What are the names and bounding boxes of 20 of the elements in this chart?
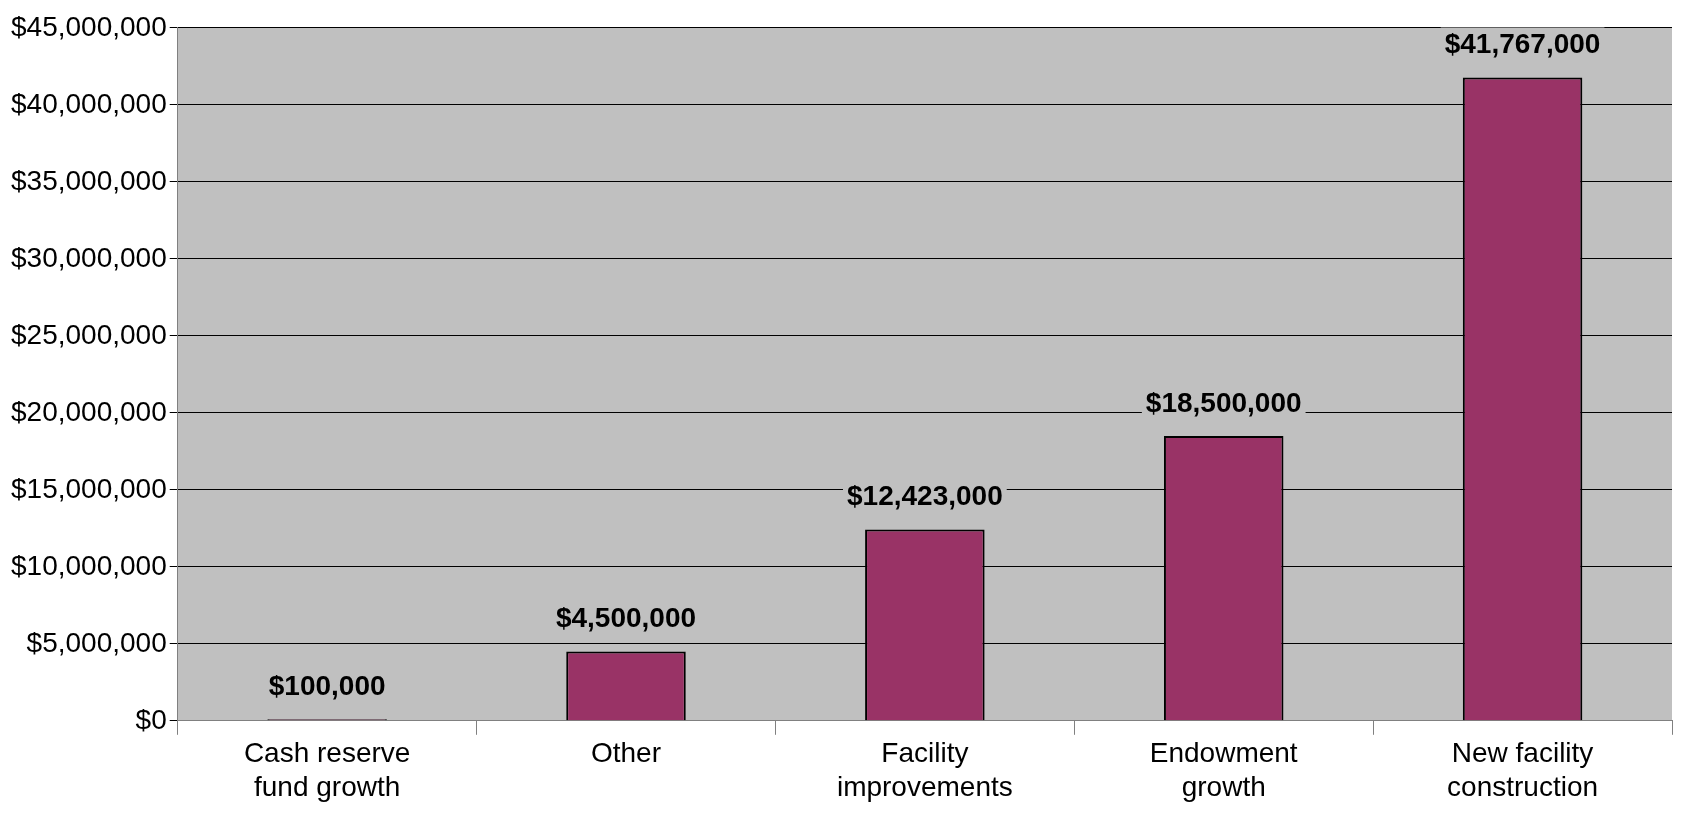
x-tick-label: New facility construction bbox=[1447, 737, 1599, 802]
y-tick-label: $30,000,000 bbox=[10, 241, 167, 273]
data-label: $18,500,000 bbox=[1145, 386, 1302, 418]
y-tick-label: $5,000,000 bbox=[26, 626, 167, 658]
y-tick-label: $15,000,000 bbox=[10, 472, 167, 504]
y-tick-label: $45,000,000 bbox=[10, 10, 167, 42]
y-tick-label: $10,000,000 bbox=[10, 549, 167, 581]
x-tick-label: Cash reserve fund growth bbox=[243, 737, 411, 802]
x-tick-label: Other bbox=[590, 737, 662, 769]
x-tick-label: Facility improvements bbox=[836, 737, 1013, 802]
y-tick-label: $25,000,000 bbox=[10, 318, 167, 350]
y-tick-label: $20,000,000 bbox=[10, 395, 167, 427]
data-label: $41,767,000 bbox=[1444, 28, 1601, 60]
x-tick-label: Endowment growth bbox=[1149, 737, 1298, 802]
data-label: $12,423,000 bbox=[847, 480, 1003, 512]
y-tick-label: $35,000,000 bbox=[10, 164, 167, 196]
y-tick-label: $40,000,000 bbox=[10, 87, 167, 119]
y-tick-label: $0 bbox=[135, 703, 167, 735]
data-label: $4,500,000 bbox=[555, 602, 697, 634]
data-label: $100,000 bbox=[268, 669, 386, 701]
